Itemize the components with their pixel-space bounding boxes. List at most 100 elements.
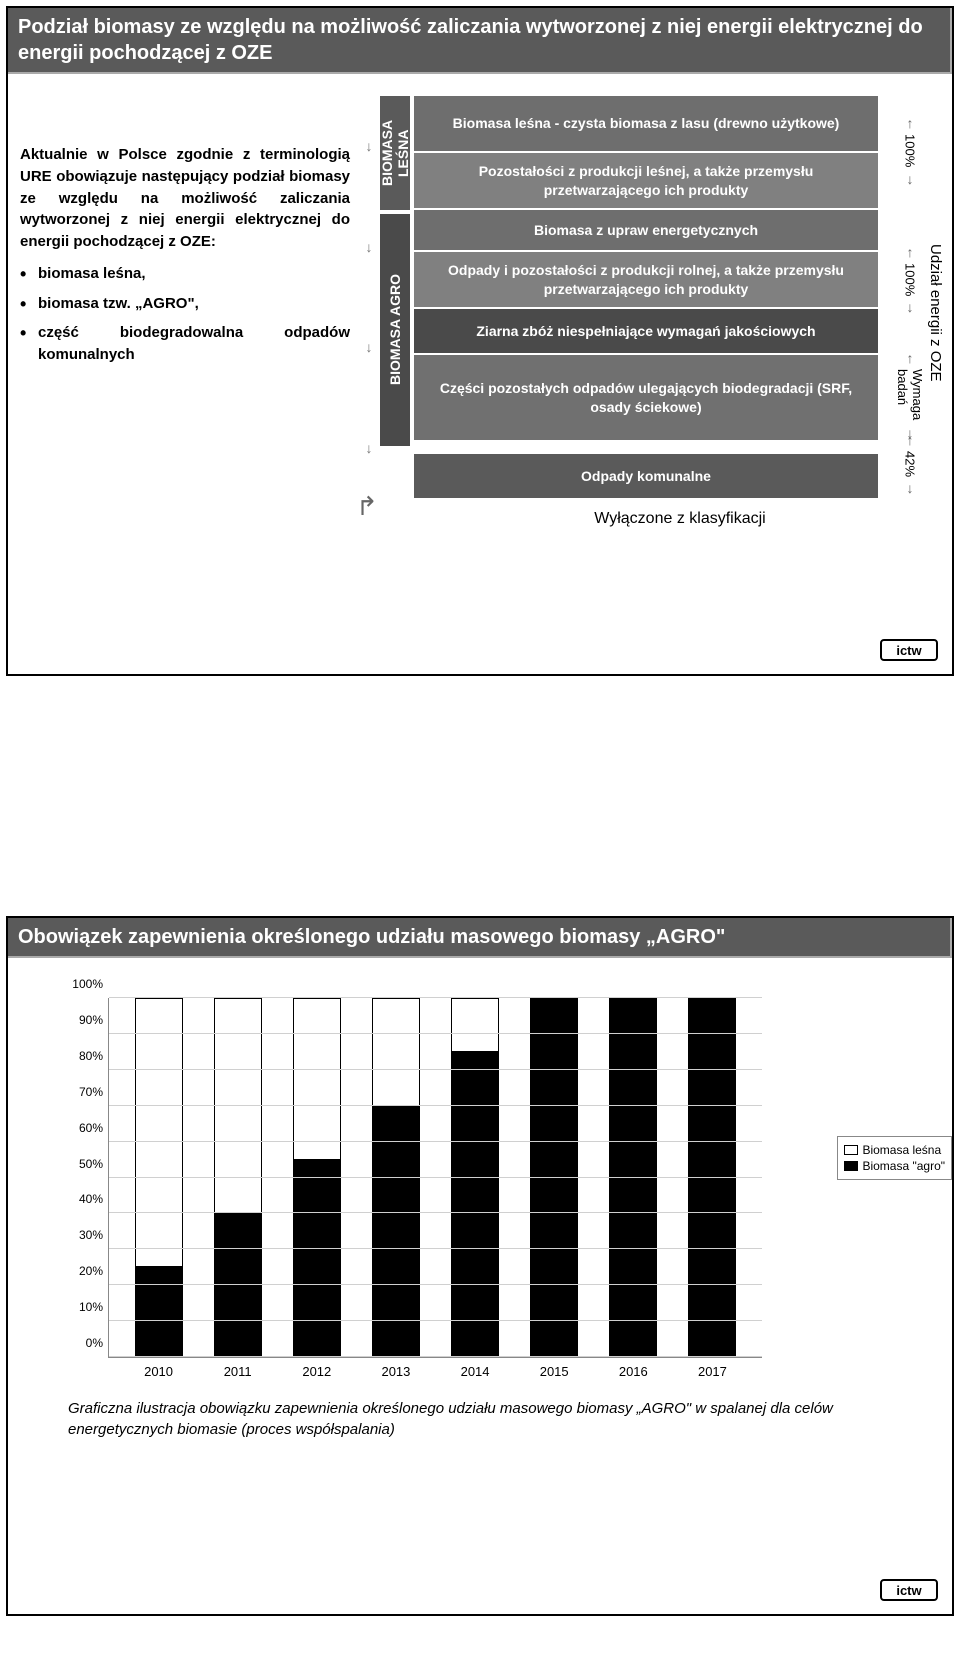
bars-row: 20102011201220132014201520162017 <box>109 998 762 1357</box>
arrow-up-icon: ↑ <box>907 245 914 259</box>
arrow-down-icon: ↓ <box>907 481 914 495</box>
bar-group: 2011 <box>208 998 268 1357</box>
bar-segment-lesna <box>293 998 341 1160</box>
x-axis-label: 2010 <box>129 1364 189 1379</box>
oze-axis-label: Udział energii z OZE <box>927 244 944 382</box>
y-axis-label: 40% <box>59 1192 103 1206</box>
gridline <box>109 997 762 998</box>
scale-value: 100% <box>903 130 918 171</box>
x-axis-label: 2015 <box>524 1364 584 1379</box>
slide-agro-obligation: Obowiązek zapewnienia określonego udział… <box>6 916 954 1616</box>
category-box: Pozostałości z produkcji leśnej, a także… <box>414 153 878 208</box>
arrow-down-icon: ↓ <box>366 239 373 255</box>
category-box: Biomasa leśna - czysta biomasa z lasu (d… <box>414 96 878 151</box>
bullet-biodeg: część biodegradowalna odpadów komunalnyc… <box>20 322 350 366</box>
gridline <box>109 1069 762 1070</box>
gridline <box>109 1177 762 1178</box>
bullet-lesna: biomasa leśna, <box>20 263 350 285</box>
bar-segment-lesna <box>372 998 420 1106</box>
x-axis-label: 2013 <box>366 1364 426 1379</box>
legend-item-lesna: Biomasa leśna <box>844 1143 945 1157</box>
agro-chart-wrap: 2010 2011 2012 2013 2014 2015 2016 2017 0% 10% 20… <box>8 958 822 1378</box>
scale-segment: ↑100%↓ <box>903 208 918 351</box>
gridline <box>109 1248 762 1249</box>
arrow-down-icon: ↓ <box>366 138 373 154</box>
bar-group: 2016 <box>603 998 663 1357</box>
bar-segment-agro <box>451 1052 499 1357</box>
x-axis-label: 2011 <box>208 1364 268 1379</box>
category-box: Odpady i pozostałości z produkcji rolnej… <box>414 252 878 307</box>
bar-segment-agro <box>135 1267 183 1357</box>
y-axis-label: 20% <box>59 1264 103 1278</box>
bar-group: 2010 <box>129 998 189 1357</box>
chart-caption: Graficzna ilustracja obowiązku zapewnien… <box>8 1378 952 1450</box>
bar-segment-agro <box>609 998 657 1357</box>
legend-label-agro: Biomasa "agro" <box>862 1159 945 1173</box>
scale-value: Wymaga badań <box>895 365 925 426</box>
x-axis-label: 2017 <box>682 1364 742 1379</box>
bar-segment-lesna <box>451 998 499 1052</box>
bar-stack <box>609 998 657 1357</box>
gridline <box>109 1320 762 1321</box>
slide-biomass-classification: Podział biomasy ze względu na możliwość … <box>6 6 954 676</box>
scale-value: 100% <box>903 259 918 300</box>
side-label-lesna: BIOMASA LEŚNA <box>380 96 410 210</box>
left-bracket-arrows: ↓ ↓ ↓ ↓ <box>362 96 376 498</box>
scale-value: 42% <box>903 447 918 481</box>
bar-stack <box>135 998 183 1357</box>
excluded-arrow-icon: ↱ <box>356 491 378 522</box>
bar-segment-agro <box>530 998 578 1357</box>
bar-group: 2015 <box>524 998 584 1357</box>
arrow-up-icon: ↑ <box>907 116 914 130</box>
chart-legend: Biomasa leśna Biomasa "agro" <box>837 1136 952 1180</box>
gridline <box>109 1141 762 1142</box>
y-axis-label: 10% <box>59 1300 103 1314</box>
svg-text:ictw: ictw <box>896 643 922 658</box>
logo-icon: ictw <box>880 1572 938 1604</box>
intro-bullets: biomasa leśna, biomasa tzw. „AGRO", częś… <box>20 263 350 366</box>
arrow-down-icon: ↓ <box>907 172 914 186</box>
bullet-agro: biomasa tzw. „AGRO", <box>20 293 350 315</box>
intro-paragraph: Aktualnie w Polsce zgodnie z terminologi… <box>20 144 350 253</box>
scale-segment: ↑42%↓ <box>903 440 918 488</box>
arrow-up-icon: ↑ <box>907 433 914 447</box>
y-axis-label: 30% <box>59 1228 103 1242</box>
slide2-title: Obowiązek zapewnienia określonego udział… <box>8 918 952 958</box>
arrow-down-icon: ↓ <box>907 300 914 314</box>
scale-segment: ↑100%↓ <box>903 94 918 208</box>
y-axis-label: 70% <box>59 1085 103 1099</box>
bar-stack <box>372 998 420 1357</box>
y-axis-label: 0% <box>59 1336 103 1350</box>
legend-swatch-agro <box>844 1161 858 1171</box>
arrow-up-icon: ↑ <box>907 351 914 365</box>
bar-stack <box>688 998 736 1357</box>
gridline <box>109 1105 762 1106</box>
bar-group: 2012 <box>287 998 347 1357</box>
bar-segment-lesna <box>135 998 183 1267</box>
x-axis-label: 2014 <box>445 1364 505 1379</box>
bar-stack <box>214 998 262 1357</box>
bar-group: 2014 <box>445 998 505 1357</box>
y-axis-label: 90% <box>59 1013 103 1027</box>
logo-icon: ictw <box>880 632 938 664</box>
excluded-label: Wyłączone z klasyfikacji <box>420 510 940 528</box>
arrow-down-icon: ↓ <box>366 339 373 355</box>
legend-label-lesna: Biomasa leśna <box>862 1143 941 1157</box>
bar-segment-agro <box>688 998 736 1357</box>
y-axis-label: 50% <box>59 1157 103 1171</box>
legend-swatch-lesna <box>844 1145 858 1155</box>
bar-stack <box>451 998 499 1357</box>
legend-item-agro: Biomasa "agro" <box>844 1159 945 1173</box>
bar-group: 2017 <box>682 998 742 1357</box>
gridline <box>109 1356 762 1357</box>
category-box: Biomasa z upraw energetycznych <box>414 210 878 250</box>
slide1-title: Podział biomasy ze względu na możliwość … <box>8 8 952 74</box>
side-category-labels: BIOMASA LEŚNA BIOMASA AGRO <box>378 94 412 500</box>
category-stack: Biomasa leśna - czysta biomasa z lasu (d… <box>412 94 880 500</box>
bar-segment-agro <box>293 1160 341 1357</box>
category-box: Części pozostałych odpadów ulegających b… <box>414 355 878 440</box>
y-axis-label: 60% <box>59 1121 103 1135</box>
gridline <box>109 1212 762 1213</box>
gridline <box>109 1033 762 1034</box>
slide1-body: Aktualnie w Polsce zgodnie z terminologi… <box>8 74 952 540</box>
